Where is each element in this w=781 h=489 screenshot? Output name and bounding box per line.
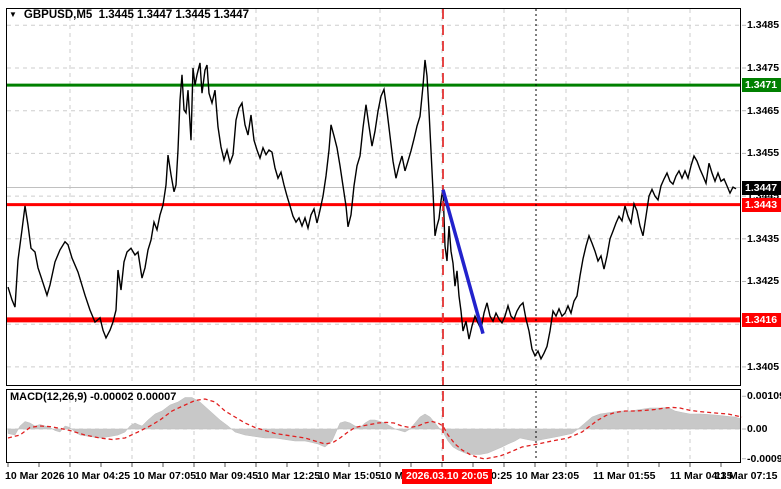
chevron-down-icon[interactable]: ▼ <box>9 10 17 19</box>
time-axis-label: 10 Mar 09:45 <box>195 470 259 482</box>
symbol-ohlc-title: ▼ GBPUSD,M5 1.3445 1.3447 1.3445 1.3447 <box>9 9 249 21</box>
time-axis-label: 10 Mar 2026 <box>5 470 65 482</box>
macd-axis-label: -0.00099 <box>747 453 781 465</box>
price-axis-label: 1.3475 <box>747 62 780 74</box>
price-level-badge: 1.3443 <box>742 198 781 212</box>
time-axis-label: 10 Mar 23:05 <box>516 470 580 482</box>
time-axis-label: 11 Mar 04:35 <box>670 470 733 482</box>
time-axis-label: 11 Mar 01:55 <box>593 470 656 482</box>
time-axis-label: 11 Mar 07:15 <box>715 470 778 482</box>
time-axis-label: 10 Mar 07:05 <box>133 470 197 482</box>
macd-axis-label: 0.00109 <box>747 390 781 402</box>
symbol-ohlc-text: GBPUSD,M5 1.3445 1.3447 1.3445 1.3447 <box>23 9 249 21</box>
time-axis-label: 10 Mar 04:25 <box>67 470 131 482</box>
price-axis-label: 1.3465 <box>747 105 780 117</box>
price-axis-label: 1.3455 <box>747 147 780 159</box>
indicator-label: MACD(12,26,9) -0.00002 0.00007 <box>10 391 177 403</box>
event-time-badge: 2026.03.10 20:05 <box>402 469 493 484</box>
time-axis-label: 10 Mar 15:05 <box>318 470 382 482</box>
price-axis-label: 1.3405 <box>747 361 780 373</box>
time-axis-label: 10 Mar 12:25 <box>257 470 321 482</box>
price-axis-label: 1.3485 <box>747 19 780 31</box>
price-axis-label: 1.3435 <box>747 233 780 245</box>
price-axis-label: 1.3425 <box>747 275 780 287</box>
price-level-badge: 1.3471 <box>742 78 781 92</box>
price-level-badge: 1.3447 <box>742 181 781 195</box>
macd-axis-label: 0.00 <box>747 423 768 435</box>
price-level-badge: 1.3416 <box>742 313 781 327</box>
